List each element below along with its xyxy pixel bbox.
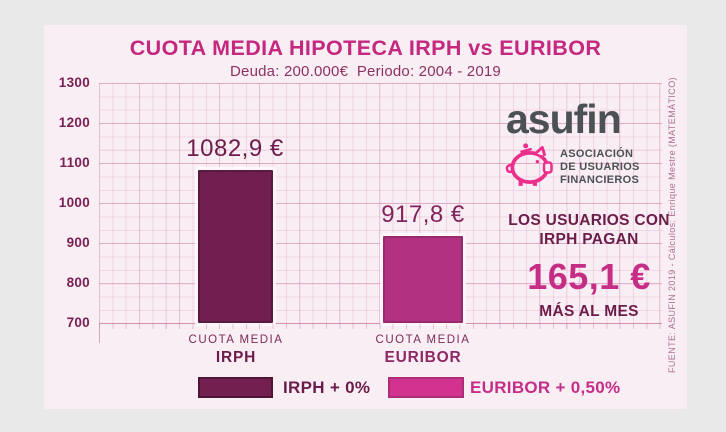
y-axis: 1300 1200 1100 1000 900 800 700 [44, 75, 90, 330]
y-axis-tick-label: 1300 [58, 75, 90, 90]
bar-value-label: 917,8 € [381, 200, 465, 228]
asufin-tagline: ASOCIACIÓN DE USUARIOS FINANCIEROS [560, 148, 640, 188]
category-label-irph: CUOTA MEDIA IRPH [151, 334, 321, 367]
difference-callout: LOS USUARIOS CON IRPH PAGAN 165,1 € MÁS … [494, 211, 684, 321]
bar [197, 169, 273, 323]
y-axis-tick-label: 900 [66, 235, 90, 250]
tagline-line: DE USUARIOS [560, 160, 640, 173]
callout-line2: IRPH PAGAN [539, 231, 639, 249]
callout-line3: MÁS AL MES [539, 302, 639, 320]
category-label-name: EURIBOR [384, 349, 462, 366]
y-axis-tick-label: 700 [66, 315, 90, 330]
bar-group-euribor: 917,8 € [353, 201, 493, 323]
y-axis-tick-label: 800 [66, 275, 90, 290]
legend-label: EURIBOR + 0,50% [470, 378, 621, 397]
legend-swatch [198, 377, 273, 398]
source-note: FUENTE: ASUFIN 2019 - Cálculos: Enrique … [667, 77, 677, 373]
asufin-wordmark: asufin [506, 96, 622, 142]
category-label-euribor: CUOTA MEDIA EURIBOR [338, 334, 508, 367]
legend-swatch [388, 377, 464, 398]
tagline-line: FINANCIEROS [560, 174, 640, 187]
bar-value-label: 1082,9 € [186, 134, 284, 162]
legend-label: IRPH + 0% [283, 378, 371, 397]
plot-grid: 1082,9 € 917,8 € [99, 83, 662, 343]
callout-line1: LOS USUARIOS CON [508, 212, 670, 229]
category-label-top: CUOTA MEDIA [188, 334, 284, 346]
asufin-logo: ASOCIACIÓN DE USUARIOS FINANCIEROS [504, 142, 640, 193]
callout-amount: 165,1 € [527, 255, 651, 297]
chart-subtitle: Deuda: 200.000€ Periodo: 2004 - 2019 [230, 63, 501, 80]
bar [383, 235, 463, 323]
category-label-name: IRPH [215, 349, 257, 366]
infographic-card: CUOTA MEDIA HIPOTECA IRPH vs EURIBOR Deu… [44, 25, 687, 409]
category-label-top: CUOTA MEDIA [375, 334, 471, 346]
y-axis-tick-label: 1100 [59, 155, 90, 170]
y-axis-tick-label: 1200 [58, 115, 90, 130]
piggy-bank-icon [504, 142, 554, 193]
tagline-line: ASOCIACIÓN [560, 147, 634, 160]
y-axis-tick-label: 1000 [58, 195, 90, 210]
chart-title: CUOTA MEDIA HIPOTECA IRPH vs EURIBOR [129, 36, 602, 60]
bar-group-irph: 1082,9 € [165, 135, 305, 323]
